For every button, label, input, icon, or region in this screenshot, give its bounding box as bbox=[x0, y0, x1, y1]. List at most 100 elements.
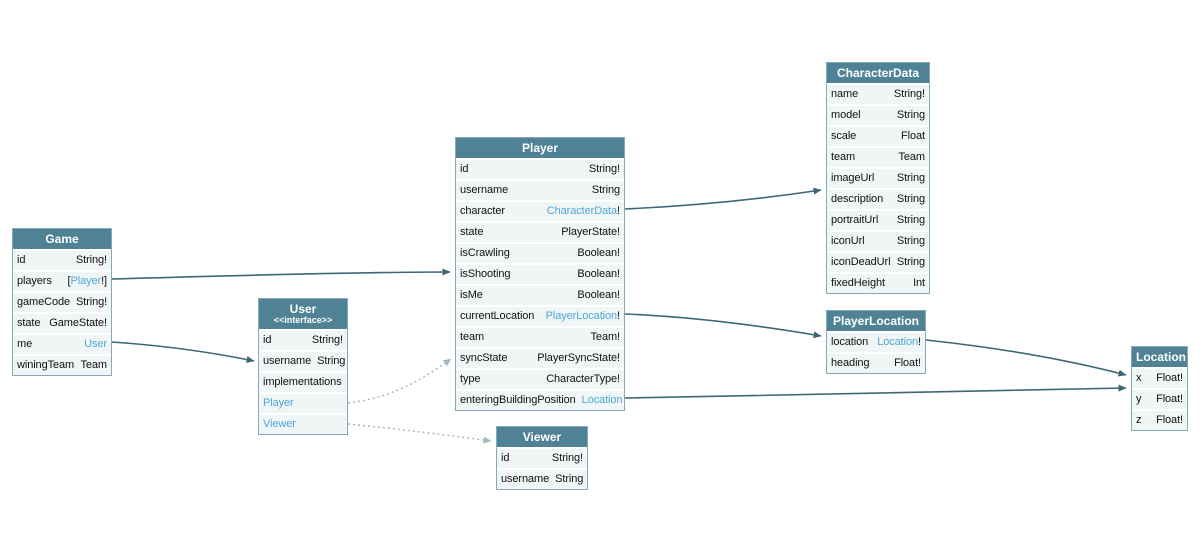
field-name: me bbox=[17, 338, 33, 350]
field-name: state bbox=[17, 317, 41, 329]
field-name: y bbox=[1136, 393, 1142, 405]
field-row-characterdata-iconUrl[interactable]: iconUrl String bbox=[827, 230, 929, 251]
type-text: String bbox=[555, 473, 584, 485]
field-row-characterdata-scale[interactable]: scale Float bbox=[827, 125, 929, 146]
field-type: Boolean! bbox=[577, 244, 620, 263]
node-title: User bbox=[289, 302, 317, 316]
field-name: z bbox=[1136, 414, 1142, 426]
field-name: team bbox=[831, 151, 856, 163]
field-type: String bbox=[897, 169, 925, 188]
type-text: String bbox=[317, 355, 346, 367]
type-node-game: Game id String! players [Player!] gameCode Str… bbox=[12, 228, 112, 376]
field-row-game-me[interactable]: me User bbox=[13, 333, 111, 354]
type-text: Float! bbox=[1156, 393, 1183, 405]
field-row-game-state[interactable]: state GameState! bbox=[13, 312, 111, 333]
type-node-player: Player id String! username String character Ch… bbox=[455, 137, 625, 411]
node-header-viewer[interactable]: Viewer bbox=[497, 427, 587, 447]
type-link-User[interactable]: User bbox=[84, 338, 107, 350]
field-row-game-id[interactable]: id String! bbox=[13, 249, 111, 270]
type-link-CharacterData[interactable]: CharacterData bbox=[546, 205, 618, 217]
type-text: Boolean! bbox=[577, 247, 620, 259]
field-row-player-enteringBuildingPosition[interactable]: enteringBuildingPosition Location bbox=[456, 389, 624, 410]
node-header-game[interactable]: Game bbox=[13, 229, 111, 249]
type-link-PlayerLocation[interactable]: PlayerLocation bbox=[545, 310, 618, 322]
field-type: Float! bbox=[1156, 411, 1183, 430]
field-name: x bbox=[1136, 372, 1142, 384]
field-row-player-currentLocation[interactable]: currentLocation PlayerLocation! bbox=[456, 305, 624, 326]
field-row-characterdata-model[interactable]: model String bbox=[827, 104, 929, 125]
field-row-player-team[interactable]: team Team! bbox=[456, 326, 624, 347]
type-text: String bbox=[591, 184, 620, 196]
type-text: CharacterType! bbox=[546, 373, 620, 385]
implementation-row-user-Viewer[interactable]: Viewer bbox=[259, 413, 347, 434]
field-row-user-id[interactable]: id String! bbox=[259, 329, 347, 350]
field-type: String bbox=[555, 470, 583, 489]
field-row-game-players[interactable]: players [Player!] bbox=[13, 270, 111, 291]
field-row-playerlocation-heading[interactable]: heading Float! bbox=[827, 352, 925, 373]
implementation-row-user-Player[interactable]: Player bbox=[259, 392, 347, 413]
type-node-location: Location x Float! y Float! z Float! bbox=[1131, 346, 1188, 431]
type-text: String! bbox=[75, 254, 107, 266]
node-header-user[interactable]: User <<interface>> bbox=[259, 299, 347, 329]
field-row-player-syncState[interactable]: syncState PlayerSyncState! bbox=[456, 347, 624, 368]
field-type: PlayerSyncState! bbox=[537, 349, 620, 368]
type-link-Viewer[interactable]: Viewer bbox=[263, 418, 296, 430]
type-link-Player[interactable]: Player bbox=[70, 275, 102, 287]
field-type: String! bbox=[312, 331, 343, 350]
field-name: id bbox=[501, 452, 510, 464]
field-row-characterdata-description[interactable]: description String bbox=[827, 188, 929, 209]
field-type: Float bbox=[901, 127, 925, 146]
type-node-user: User <<interface>> id String! username String… bbox=[258, 298, 348, 435]
field-row-player-isCrawling[interactable]: isCrawling Boolean! bbox=[456, 242, 624, 263]
field-type: Float! bbox=[894, 354, 921, 373]
node-header-location[interactable]: Location bbox=[1132, 347, 1187, 367]
node-title: Viewer bbox=[522, 430, 562, 444]
type-link-Location[interactable]: Location bbox=[581, 394, 623, 406]
field-row-player-username[interactable]: username String bbox=[456, 179, 624, 200]
field-type: Team! bbox=[590, 328, 621, 347]
type-text: String! bbox=[76, 296, 108, 308]
field-row-characterdata-iconDeadUrl[interactable]: iconDeadUrl String bbox=[827, 251, 929, 272]
field-row-playerlocation-location[interactable]: location Location! bbox=[827, 331, 925, 352]
type-link-Player[interactable]: Player bbox=[263, 397, 294, 409]
field-type: String! bbox=[894, 85, 925, 104]
node-header-player[interactable]: Player bbox=[456, 138, 624, 158]
type-text: String! bbox=[588, 163, 620, 175]
type-text: PlayerState! bbox=[561, 226, 620, 238]
field-row-player-isShooting[interactable]: isShooting Boolean! bbox=[456, 263, 624, 284]
field-row-viewer-username[interactable]: username String bbox=[497, 468, 587, 489]
field-row-characterdata-team[interactable]: team Team bbox=[827, 146, 929, 167]
field-row-characterdata-portraitUrl[interactable]: portraitUrl String bbox=[827, 209, 929, 230]
node-title: Location bbox=[1136, 350, 1186, 364]
field-row-location-y[interactable]: y Float! bbox=[1132, 388, 1187, 409]
field-row-location-x[interactable]: x Float! bbox=[1132, 367, 1187, 388]
field-row-player-character[interactable]: character CharacterData! bbox=[456, 200, 624, 221]
type-text: [ bbox=[67, 275, 71, 287]
field-type: String bbox=[592, 181, 620, 200]
node-header-playerlocation[interactable]: PlayerLocation bbox=[827, 311, 925, 331]
field-type: [Player!] bbox=[67, 272, 108, 291]
type-text: Team! bbox=[590, 331, 621, 343]
field-name: players bbox=[17, 275, 52, 287]
field-row-player-id[interactable]: id String! bbox=[456, 158, 624, 179]
field-row-user-username[interactable]: username String bbox=[259, 350, 347, 371]
field-row-player-type[interactable]: type CharacterType! bbox=[456, 368, 624, 389]
field-type: String! bbox=[552, 449, 583, 468]
field-row-viewer-id[interactable]: id String! bbox=[497, 447, 587, 468]
field-row-player-state[interactable]: state PlayerState! bbox=[456, 221, 624, 242]
field-row-game-gameCode[interactable]: gameCode String! bbox=[13, 291, 111, 312]
type-text: String! bbox=[311, 334, 343, 346]
field-name: scale bbox=[831, 130, 857, 142]
field-row-game-winingTeam[interactable]: winingTeam Team bbox=[13, 354, 111, 375]
field-row-characterdata-imageUrl[interactable]: imageUrl String bbox=[827, 167, 929, 188]
field-type: String bbox=[897, 190, 925, 209]
field-row-characterdata-name[interactable]: name String! bbox=[827, 83, 929, 104]
field-row-characterdata-fixedHeight[interactable]: fixedHeight Int bbox=[827, 272, 929, 293]
type-text: String bbox=[896, 214, 925, 226]
type-text: String bbox=[896, 256, 925, 268]
type-link-Location[interactable]: Location bbox=[877, 336, 919, 348]
field-type: String bbox=[897, 253, 925, 272]
field-row-player-isMe[interactable]: isMe Boolean! bbox=[456, 284, 624, 305]
field-row-location-z[interactable]: z Float! bbox=[1132, 409, 1187, 430]
node-header-characterdata[interactable]: CharacterData bbox=[827, 63, 929, 83]
